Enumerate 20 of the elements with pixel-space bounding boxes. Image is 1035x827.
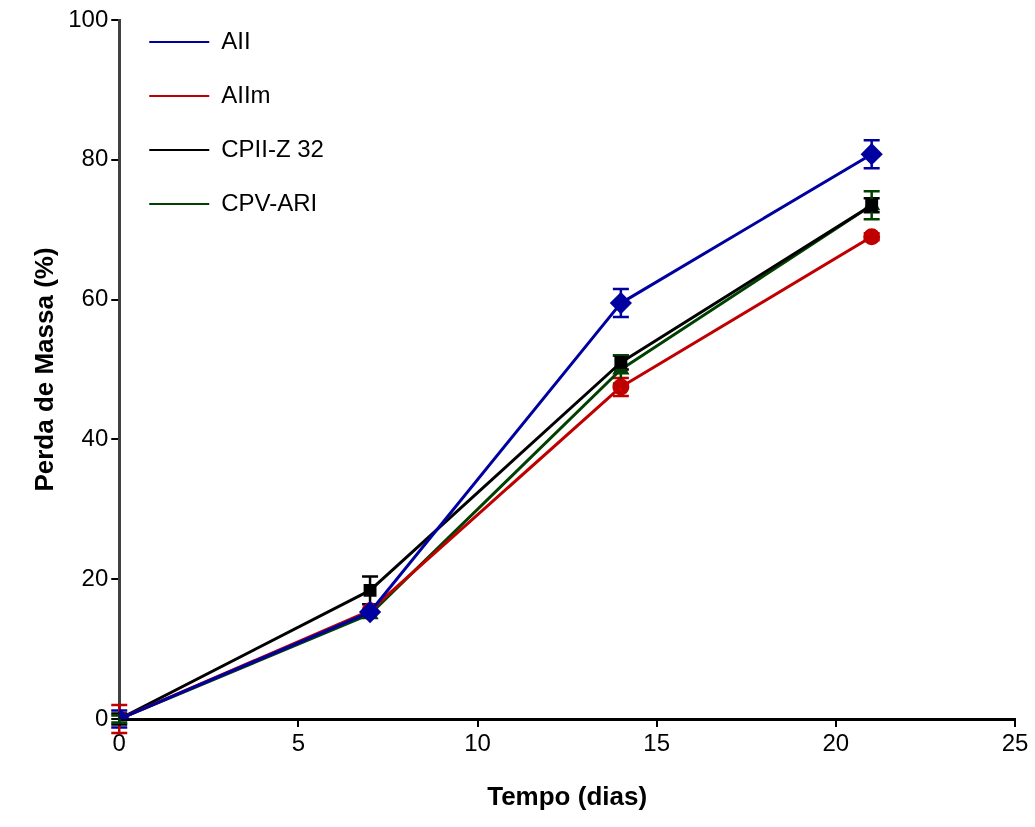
legend-label: AIIm — [221, 80, 271, 108]
legend-label: CPV-ARI — [221, 188, 318, 216]
y-tick-label: 100 — [68, 4, 109, 32]
x-tick-label: 5 — [291, 729, 306, 757]
y-tick-label: 0 — [94, 703, 109, 731]
x-tick-label: 15 — [643, 729, 671, 757]
legend-label: AII — [221, 26, 251, 54]
point — [610, 292, 632, 314]
point — [861, 143, 883, 165]
y-tick-label: 40 — [81, 424, 109, 452]
y-tick-label: 60 — [81, 284, 109, 312]
x-tick-label: 10 — [464, 729, 491, 757]
x-tick-label: 0 — [112, 729, 126, 757]
x-tick-label: 20 — [822, 729, 850, 757]
y-axis-title: Perda de Massa (%) — [28, 247, 59, 492]
x-axis-title: Tempo (dias) — [487, 780, 648, 811]
y-tick-label: 80 — [81, 144, 109, 172]
x-tick-label: 25 — [1001, 729, 1029, 757]
y-tick-label: 20 — [81, 563, 109, 591]
legend-label: CPII-Z 32 — [221, 134, 324, 162]
